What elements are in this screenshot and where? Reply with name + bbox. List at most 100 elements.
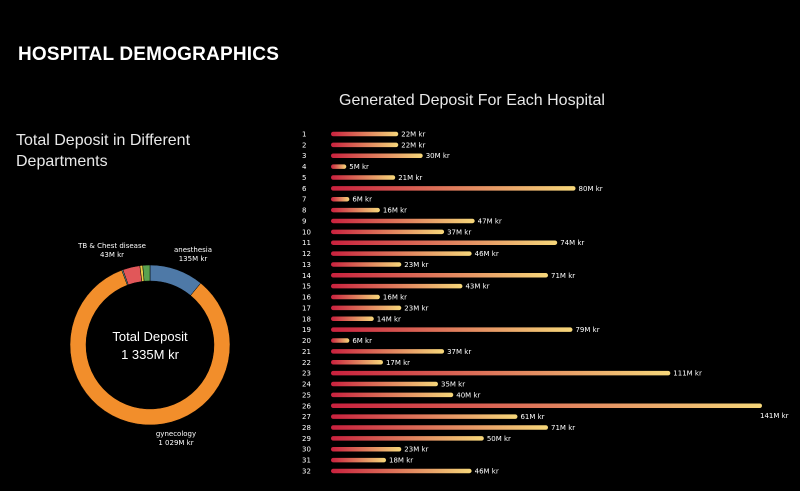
bar-category-label: 19 — [302, 326, 311, 334]
bar-value-label: 47M kr — [478, 217, 502, 225]
bar-17 — [331, 305, 402, 311]
bar-value-label: 23M kr — [404, 304, 428, 312]
bar-category-label: 4 — [302, 163, 307, 171]
bar-value-label: 46M kr — [475, 467, 499, 475]
bar-category-label: 10 — [302, 228, 311, 236]
bar-value-label: 22M kr — [401, 131, 425, 139]
page-title: HOSPITAL DEMOGRAPHICS — [18, 44, 280, 65]
bar-category-label: 2 — [302, 141, 306, 149]
bar-category-label: 25 — [302, 391, 311, 399]
slice-value-tb-chest-disease: 43M kr — [100, 251, 124, 259]
bar-value-label: 21M kr — [398, 174, 422, 182]
bar-value-label: 79M kr — [575, 326, 599, 334]
bar-5 — [331, 175, 396, 180]
bar-category-label: 12 — [302, 250, 311, 258]
bar-26 — [331, 403, 762, 408]
bar-value-label: 46M kr — [475, 250, 499, 258]
bar-value-label: 71M kr — [551, 272, 575, 280]
bar-category-label: 29 — [302, 435, 311, 443]
bar-19 — [331, 327, 573, 332]
bar-32 — [331, 468, 472, 474]
bar-25 — [331, 392, 454, 398]
bar-16 — [331, 294, 380, 300]
bar-value-label: 40M kr — [456, 391, 480, 399]
slice-label-tb-chest-disease: TB & Chest disease — [77, 242, 146, 250]
bar-category-label: 30 — [302, 446, 311, 454]
bar-category-label: 26 — [302, 402, 311, 410]
bar-category-label: 22 — [302, 359, 311, 367]
bar-value-label: 6M kr — [352, 337, 372, 345]
bar-15 — [331, 283, 463, 289]
bar-category-label: 23 — [302, 370, 311, 378]
bar-category-label: 8 — [302, 207, 306, 215]
bar-20 — [331, 338, 350, 343]
bar-category-label: 15 — [302, 283, 311, 291]
bar-value-label: 16M kr — [383, 294, 407, 302]
bar-value-label: 6M kr — [352, 196, 372, 204]
bar-category-label: 20 — [302, 337, 311, 345]
bar-18 — [331, 316, 374, 322]
bar-8 — [331, 207, 380, 213]
donut-chart-title: Total Deposit in Different Departments — [16, 132, 191, 170]
bar-category-label: 28 — [302, 424, 311, 432]
bar-value-label: 23M kr — [404, 446, 428, 454]
bar-category-label: 24 — [302, 381, 311, 389]
bar-value-label: 50M kr — [487, 435, 511, 443]
bar-value-label: 17M kr — [386, 359, 410, 367]
bar-value-label: 14M kr — [377, 315, 401, 323]
bar-7 — [331, 196, 350, 202]
bar-value-label: 16M kr — [383, 207, 407, 215]
bar-value-label: 37M kr — [447, 228, 471, 236]
bar-value-label: 30M kr — [426, 152, 450, 160]
bar-value-label: 18M kr — [389, 457, 413, 465]
slice-value-anesthesia: 135M kr — [179, 255, 208, 263]
bar-chart-title: Generated Deposit For Each Hospital — [339, 92, 605, 109]
bar-category-label: 18 — [302, 315, 311, 323]
bar-category-label: 11 — [302, 239, 311, 247]
bar-category-label: 14 — [302, 272, 311, 280]
donut-slice-gynecology — [69, 269, 231, 426]
donut-center-value: 1 335M kr — [121, 347, 179, 362]
slice-label-anesthesia: anesthesia — [174, 246, 212, 254]
bar-2 — [331, 142, 399, 148]
bar-10 — [331, 229, 445, 235]
donut-center-label: Total Deposit — [112, 329, 188, 344]
bar-value-label: 37M kr — [447, 348, 471, 356]
bar-value-label: 141M kr — [760, 412, 789, 420]
bar-29 — [331, 436, 484, 441]
bar-14 — [331, 273, 549, 278]
bar-category-label: 1 — [302, 131, 306, 139]
donut-slice-other-5 — [142, 264, 151, 282]
bar-value-label: 111M kr — [673, 370, 702, 378]
bar-value-label: 22M kr — [401, 141, 425, 149]
bar-value-label: 80M kr — [579, 185, 603, 193]
bar-chart: 1 22M kr 2 22M kr 3 30M kr 4 5M kr 5 21M kr 6 80M k… — [302, 131, 789, 476]
bar-value-label: 35M kr — [441, 381, 465, 389]
bar-12 — [331, 251, 472, 256]
bar-category-label: 3 — [302, 152, 306, 160]
donut-slice-anesthesia — [149, 264, 202, 296]
bar-category-label: 9 — [302, 217, 306, 225]
bar-category-label: 31 — [302, 457, 311, 465]
bar-30 — [331, 446, 402, 452]
slice-label-gynecology: gynecology — [156, 430, 196, 438]
bar-category-label: 21 — [302, 348, 311, 356]
bar-category-label: 32 — [302, 467, 311, 475]
bar-value-label: 23M kr — [404, 261, 428, 269]
bar-category-label: 17 — [302, 304, 311, 312]
bar-27 — [331, 414, 518, 419]
bar-1 — [331, 131, 399, 137]
bar-21 — [331, 349, 445, 354]
bar-category-label: 6 — [302, 185, 307, 193]
bar-24 — [331, 381, 438, 387]
bar-value-label: 71M kr — [551, 424, 575, 432]
slice-value-gynecology: 1 029M kr — [158, 439, 193, 447]
bar-value-label: 5M kr — [349, 163, 369, 171]
bar-13 — [331, 262, 402, 267]
bar-6 — [331, 186, 576, 191]
bar-23 — [331, 370, 671, 376]
bar-31 — [331, 457, 387, 463]
bar-3 — [331, 153, 423, 158]
bar-category-label: 13 — [302, 261, 311, 269]
